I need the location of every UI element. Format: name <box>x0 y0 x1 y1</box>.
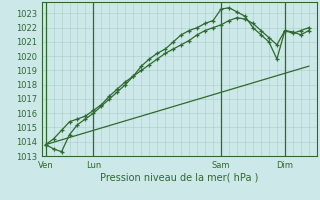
X-axis label: Pression niveau de la mer( hPa ): Pression niveau de la mer( hPa ) <box>100 173 258 183</box>
